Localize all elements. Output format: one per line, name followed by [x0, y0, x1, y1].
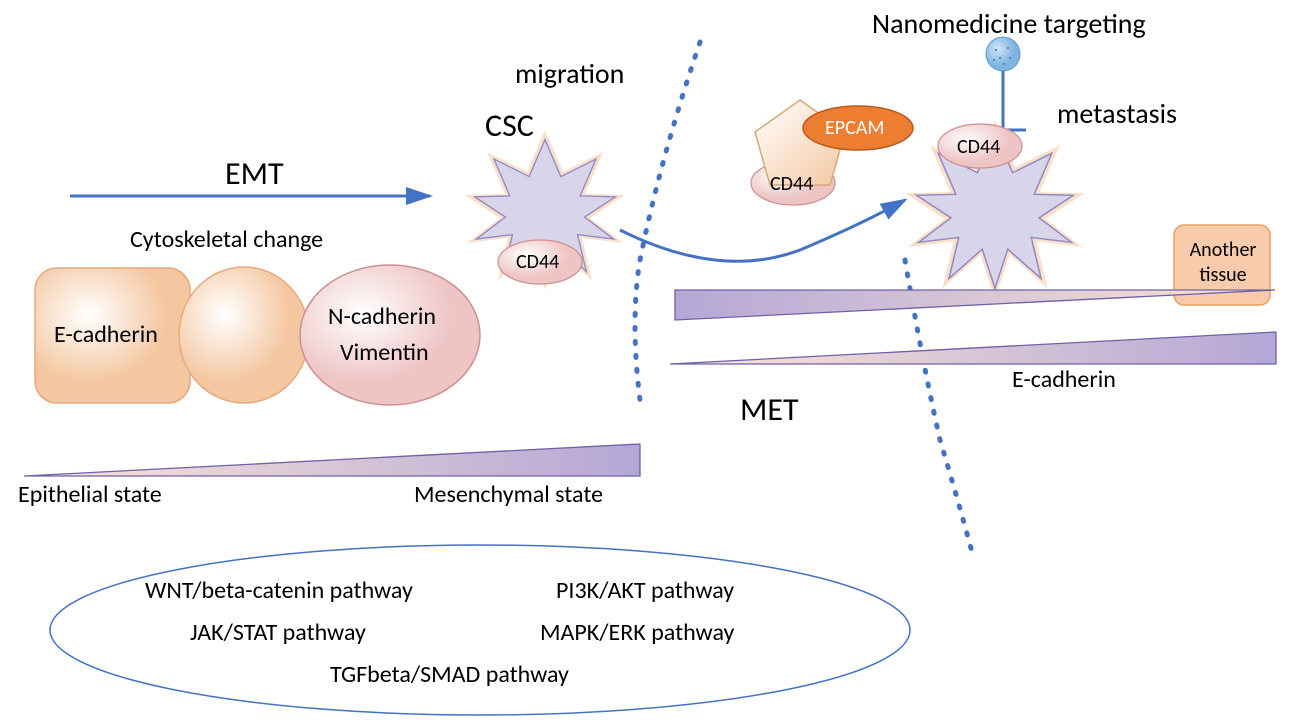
pathway-wnt: WNT/beta-catenin pathway — [145, 576, 413, 605]
pathway-jak: JAK/STAT pathway — [190, 618, 366, 647]
pathway-ellipse — [50, 545, 910, 715]
migration-arrow — [620, 200, 905, 261]
met-label: MET — [740, 390, 799, 429]
pathway-tgf: TGFbeta/SMAD pathway — [330, 660, 569, 689]
dotted-curve-1 — [635, 42, 700, 400]
cytoskeletal-label: Cytoskeletal change — [130, 225, 323, 254]
triangle-met — [670, 332, 1276, 364]
ncadherin-shape — [300, 265, 480, 405]
triangle-ecadherin — [675, 290, 1275, 320]
ecadherin-text: E-cadherin — [54, 320, 158, 349]
epithelial-state-label: Epithelial state — [18, 480, 162, 509]
cd44-a-text: CD44 — [516, 250, 559, 274]
another-tissue-line1: Another — [1184, 238, 1262, 263]
ecadherin-tri-label: E-cadherin — [1012, 365, 1116, 394]
mid-circle — [179, 267, 309, 403]
ncadherin-text: N-cadherin — [328, 302, 436, 331]
emt-label: EMT — [225, 154, 284, 193]
dotted-curve-2 — [905, 260, 972, 552]
pathway-pi3k: PI3K/AKT pathway — [556, 576, 734, 605]
nanomedicine-label: Nanomedicine targeting — [872, 6, 1146, 41]
mesenchymal-state-label: Mesenchymal state — [414, 480, 603, 509]
vimentin-text: Vimentin — [340, 338, 429, 367]
nano-sphere-icon — [986, 37, 1020, 71]
cd44-b-text: CD44 — [770, 172, 813, 196]
nano-sphere-dots — [993, 47, 1011, 65]
another-tissue-text: Another tissue — [1184, 238, 1262, 288]
migration-label: migration — [515, 56, 624, 91]
metastasis-label: metastasis — [1057, 96, 1177, 131]
epcam-text: EPCAM — [825, 116, 884, 140]
cd44-c-text: CD44 — [957, 135, 1000, 159]
csc-label: CSC — [485, 106, 534, 145]
triangle-epithelial-mesenchymal — [24, 444, 640, 476]
another-tissue-line2: tissue — [1184, 263, 1262, 288]
pathway-mapk: MAPK/ERK pathway — [540, 618, 734, 647]
